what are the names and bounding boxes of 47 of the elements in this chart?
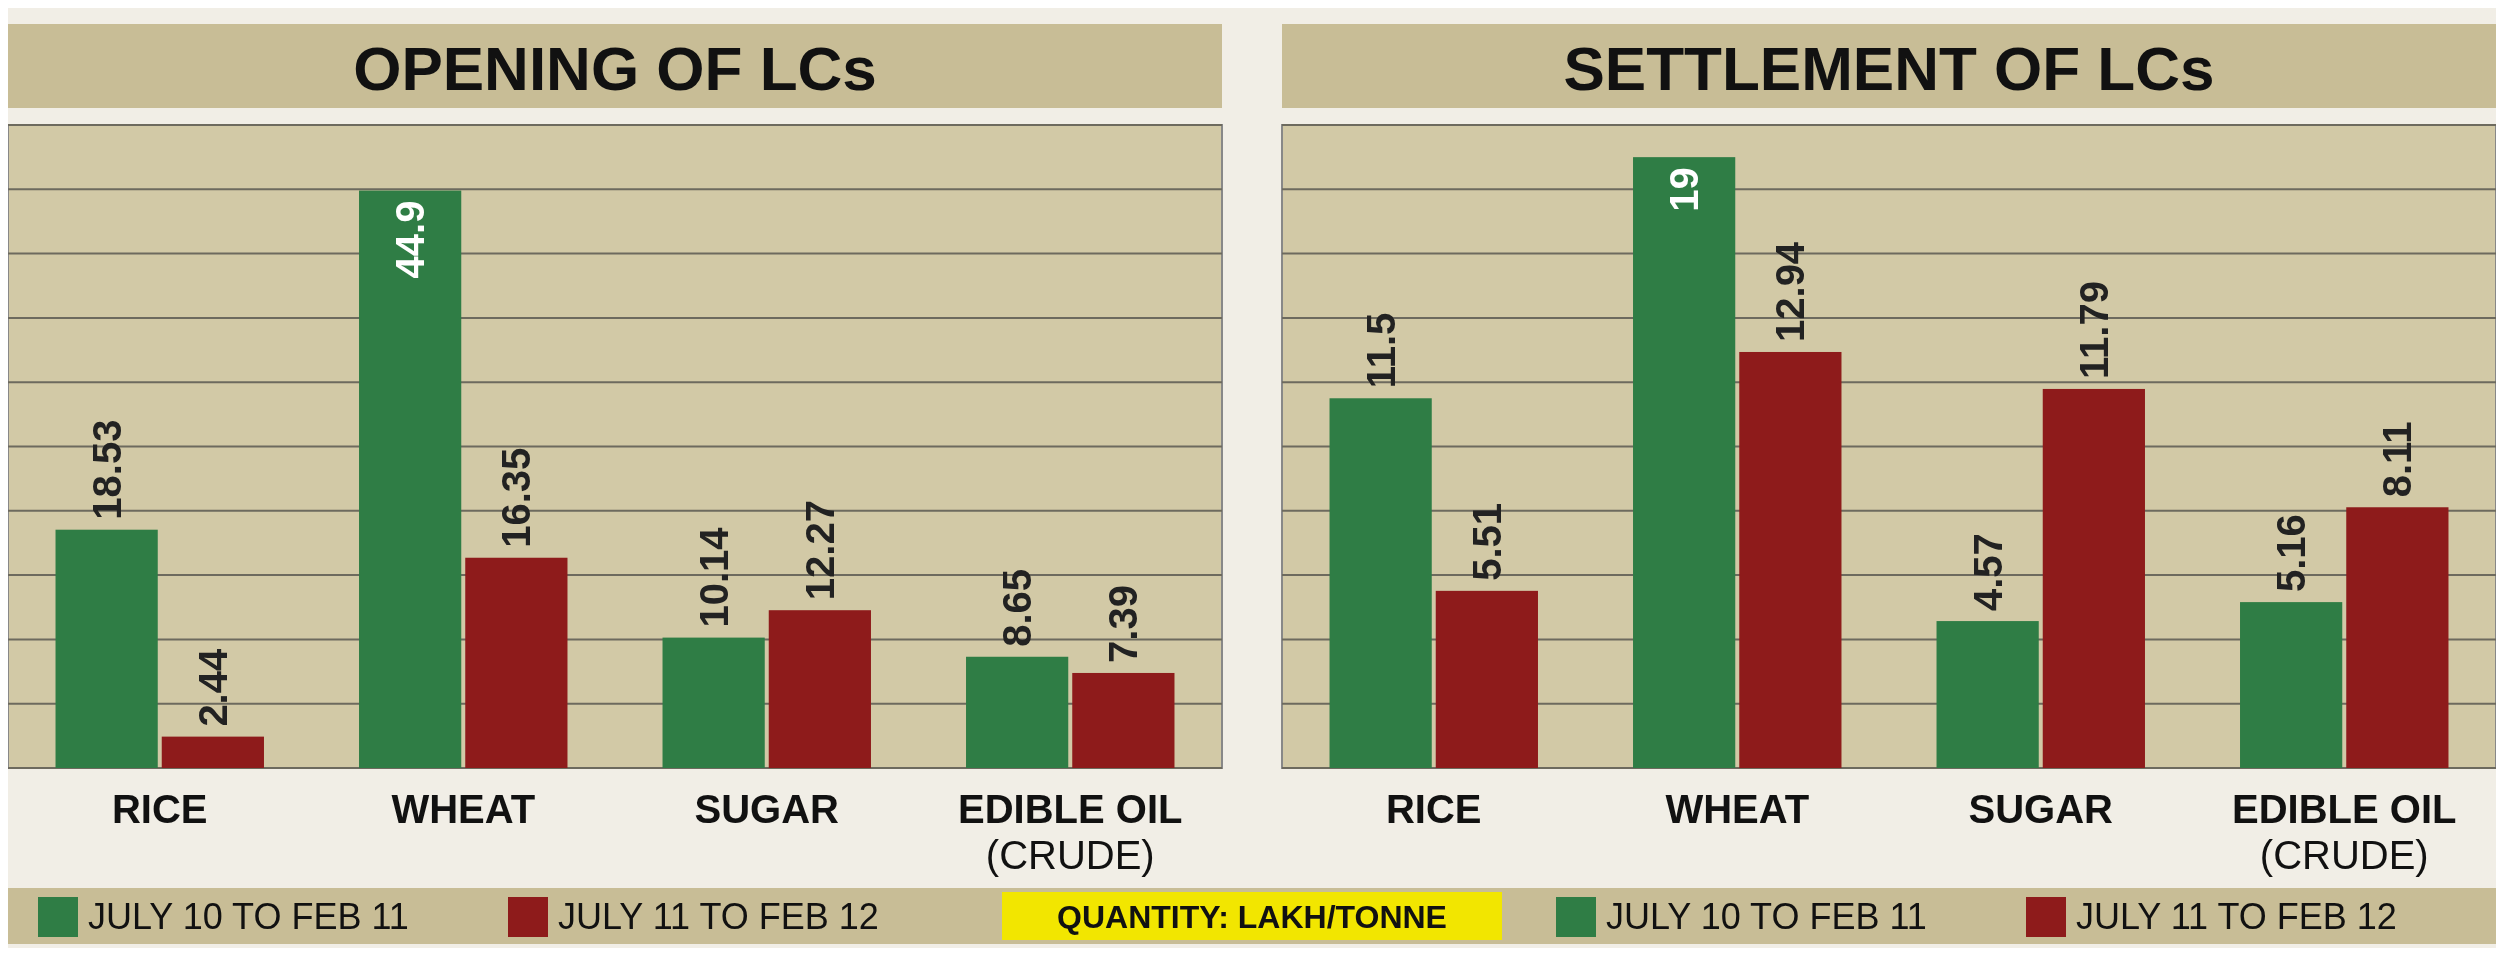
bar bbox=[2240, 602, 2343, 768]
chart-title: OPENING OF LCs bbox=[353, 34, 877, 103]
bar bbox=[55, 529, 158, 768]
bar bbox=[1435, 590, 1538, 768]
x-tick-label: EDIBLE OIL (CRUDE) bbox=[958, 787, 1183, 877]
data-label: 5.16 bbox=[2269, 514, 2314, 593]
data-label: 7.39 bbox=[1101, 585, 1146, 663]
data-label: 44.9 bbox=[388, 200, 433, 279]
bar bbox=[1936, 621, 2039, 768]
bar bbox=[1329, 398, 1432, 768]
data-label: 2.44 bbox=[190, 648, 235, 727]
bar bbox=[2042, 388, 2145, 768]
x-tick-label: EDIBLE OIL (CRUDE) bbox=[2232, 787, 2457, 877]
x-tick-label: SUGAR bbox=[694, 787, 840, 831]
legend-label: JULY 10 TO FEB 11 bbox=[88, 896, 409, 937]
x-tick-label: RICE bbox=[111, 787, 208, 831]
bar bbox=[1633, 157, 1736, 768]
x-tick-label: RICE bbox=[1385, 787, 1482, 831]
bar bbox=[966, 656, 1069, 768]
data-label: 4.57 bbox=[1965, 533, 2010, 612]
bar bbox=[1739, 351, 1842, 768]
bar bbox=[359, 190, 462, 768]
x-tick-label: WHEAT bbox=[1665, 787, 1810, 831]
data-label: 11.5 bbox=[1358, 312, 1403, 389]
legend-label: JULY 11 TO FEB 12 bbox=[2076, 896, 2397, 937]
text: QUANTITY: LAKH/TONNE bbox=[1057, 899, 1447, 935]
chart-title: SETTLEMENT OF LCs bbox=[1563, 34, 2215, 103]
data-label: 18.53 bbox=[84, 419, 129, 520]
legend-label: JULY 10 TO FEB 11 bbox=[1606, 896, 1927, 937]
data-label: 16.35 bbox=[494, 447, 539, 548]
data-label: 12.94 bbox=[1768, 241, 1813, 342]
data-label: 12.27 bbox=[797, 500, 842, 601]
data-label: 8.11 bbox=[2375, 421, 2420, 498]
bar bbox=[662, 637, 765, 768]
bar bbox=[2346, 507, 2449, 768]
data-label: 11.79 bbox=[2071, 281, 2116, 379]
x-tick-label: WHEAT bbox=[391, 787, 536, 831]
data-label: 5.51 bbox=[1464, 502, 1509, 581]
data-label: 8.65 bbox=[995, 568, 1040, 647]
bar bbox=[1072, 672, 1175, 768]
legend-label: JULY 11 TO FEB 12 bbox=[558, 896, 879, 937]
bar bbox=[161, 736, 264, 768]
data-label: 19 bbox=[1662, 167, 1707, 212]
bar bbox=[768, 610, 871, 768]
bar bbox=[465, 557, 568, 768]
data-label: 10.14 bbox=[691, 526, 736, 628]
x-tick-label: SUGAR bbox=[1968, 787, 2114, 831]
